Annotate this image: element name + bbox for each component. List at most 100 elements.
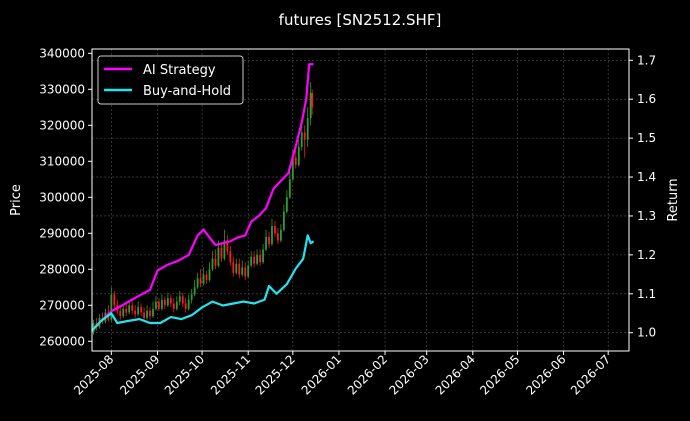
candle-body	[232, 262, 235, 273]
line-series	[91, 63, 315, 332]
plot-frame	[91, 48, 630, 352]
candle-body	[161, 299, 163, 309]
candle-body	[294, 157, 297, 165]
candle-body	[223, 240, 226, 259]
candle-body	[309, 92, 312, 119]
candle-body	[178, 296, 181, 302]
candlestick-series	[92, 82, 314, 335]
candle-body	[155, 301, 157, 309]
candle-body	[235, 263, 238, 273]
candle-body	[131, 305, 134, 311]
series-line-buy-and-hold	[91, 234, 315, 332]
candle-body	[190, 294, 193, 300]
candle-body	[181, 296, 184, 304]
candle-body	[202, 274, 205, 284]
candle-body	[169, 298, 172, 304]
chart-title: futures [SN2512.SHF]	[279, 11, 442, 29]
candle-body	[163, 299, 166, 306]
candle-body	[274, 226, 276, 234]
candle-body	[110, 294, 113, 320]
candle-body	[303, 132, 306, 140]
candle-body	[265, 236, 267, 250]
candle-body	[128, 305, 131, 313]
y-left-tick-label: 290000	[39, 226, 85, 240]
candle-body	[199, 278, 202, 284]
y-left-tick-label: 340000	[39, 46, 85, 60]
candle-body	[311, 92, 314, 108]
candle-body	[172, 303, 175, 309]
y-axis-label-left: Price	[9, 184, 24, 216]
legend: AI Strategy Buy-and-Hold	[97, 55, 244, 105]
candle-body	[250, 256, 253, 266]
grid-lines	[92, 49, 629, 351]
candle-body	[300, 132, 303, 147]
candle-body	[143, 312, 145, 318]
y-left-tick-label: 330000	[39, 82, 85, 96]
y-axis-label-right: Return	[666, 178, 681, 221]
candle-body	[262, 249, 264, 263]
candle-body	[256, 254, 259, 264]
candle-body	[175, 301, 178, 309]
candle-body	[259, 254, 261, 263]
candle-body	[268, 236, 270, 245]
candle-body	[193, 287, 196, 295]
candle-body	[288, 179, 291, 198]
candle-body	[247, 265, 250, 277]
candle-body	[122, 308, 125, 317]
candle-body	[238, 263, 241, 275]
candle-body	[214, 258, 217, 266]
candle-body	[306, 118, 309, 140]
y-left-tick-label: 320000	[39, 118, 85, 132]
candle-body	[226, 240, 229, 252]
candle-body	[140, 307, 142, 313]
legend-label-buy-and-hold: Buy-and-Hold	[143, 84, 231, 99]
y-left-tick-label: 260000	[39, 334, 85, 348]
candle-body	[158, 301, 160, 309]
candle-body	[253, 256, 256, 264]
y-left-tick-label: 270000	[39, 298, 85, 312]
candle-body	[220, 247, 223, 259]
y-right-tick-label: 1.5	[637, 131, 656, 145]
candle-body	[152, 308, 154, 317]
candle-body	[211, 258, 214, 270]
y-left-tick-label: 300000	[39, 190, 85, 204]
candle-body	[187, 299, 190, 309]
candle-body	[229, 251, 232, 263]
candle-body	[119, 310, 122, 317]
candle-body	[125, 308, 128, 313]
candle-body	[277, 233, 279, 241]
candle-body	[137, 307, 140, 315]
candle-body	[244, 267, 247, 277]
candle-body	[291, 157, 294, 180]
candle-body	[271, 226, 273, 245]
y-right-tick-label: 1.2	[637, 248, 656, 262]
candle-body	[297, 146, 300, 165]
candle-body	[134, 310, 137, 315]
y-right-tick-label: 1.6	[637, 92, 656, 106]
candle-body	[217, 247, 220, 266]
candle-body	[280, 229, 282, 241]
legend-box	[97, 55, 244, 105]
candle-body	[166, 298, 169, 306]
candle-body	[146, 310, 148, 318]
y-right-tick-label: 1.7	[637, 53, 656, 67]
candle-body	[282, 211, 285, 230]
y-right-tick-label: 1.4	[637, 170, 656, 184]
y-right-tick-label: 1.0	[637, 326, 656, 340]
candle-body	[208, 269, 211, 281]
y-right-tick-label: 1.3	[637, 209, 656, 223]
y-right-tick-label: 1.1	[637, 287, 656, 301]
candle-body	[196, 278, 199, 288]
y-left-tick-label: 280000	[39, 262, 85, 276]
candle-body	[113, 294, 116, 306]
legend-label-ai-strategy: AI Strategy	[143, 63, 216, 78]
series-line-ai-strategy	[91, 63, 314, 332]
candle-body	[149, 310, 151, 317]
candle-body	[241, 267, 244, 275]
candle-body	[285, 197, 288, 212]
candle-body	[184, 303, 187, 309]
candle-body	[205, 274, 208, 281]
y-left-tick-label: 310000	[39, 154, 85, 168]
